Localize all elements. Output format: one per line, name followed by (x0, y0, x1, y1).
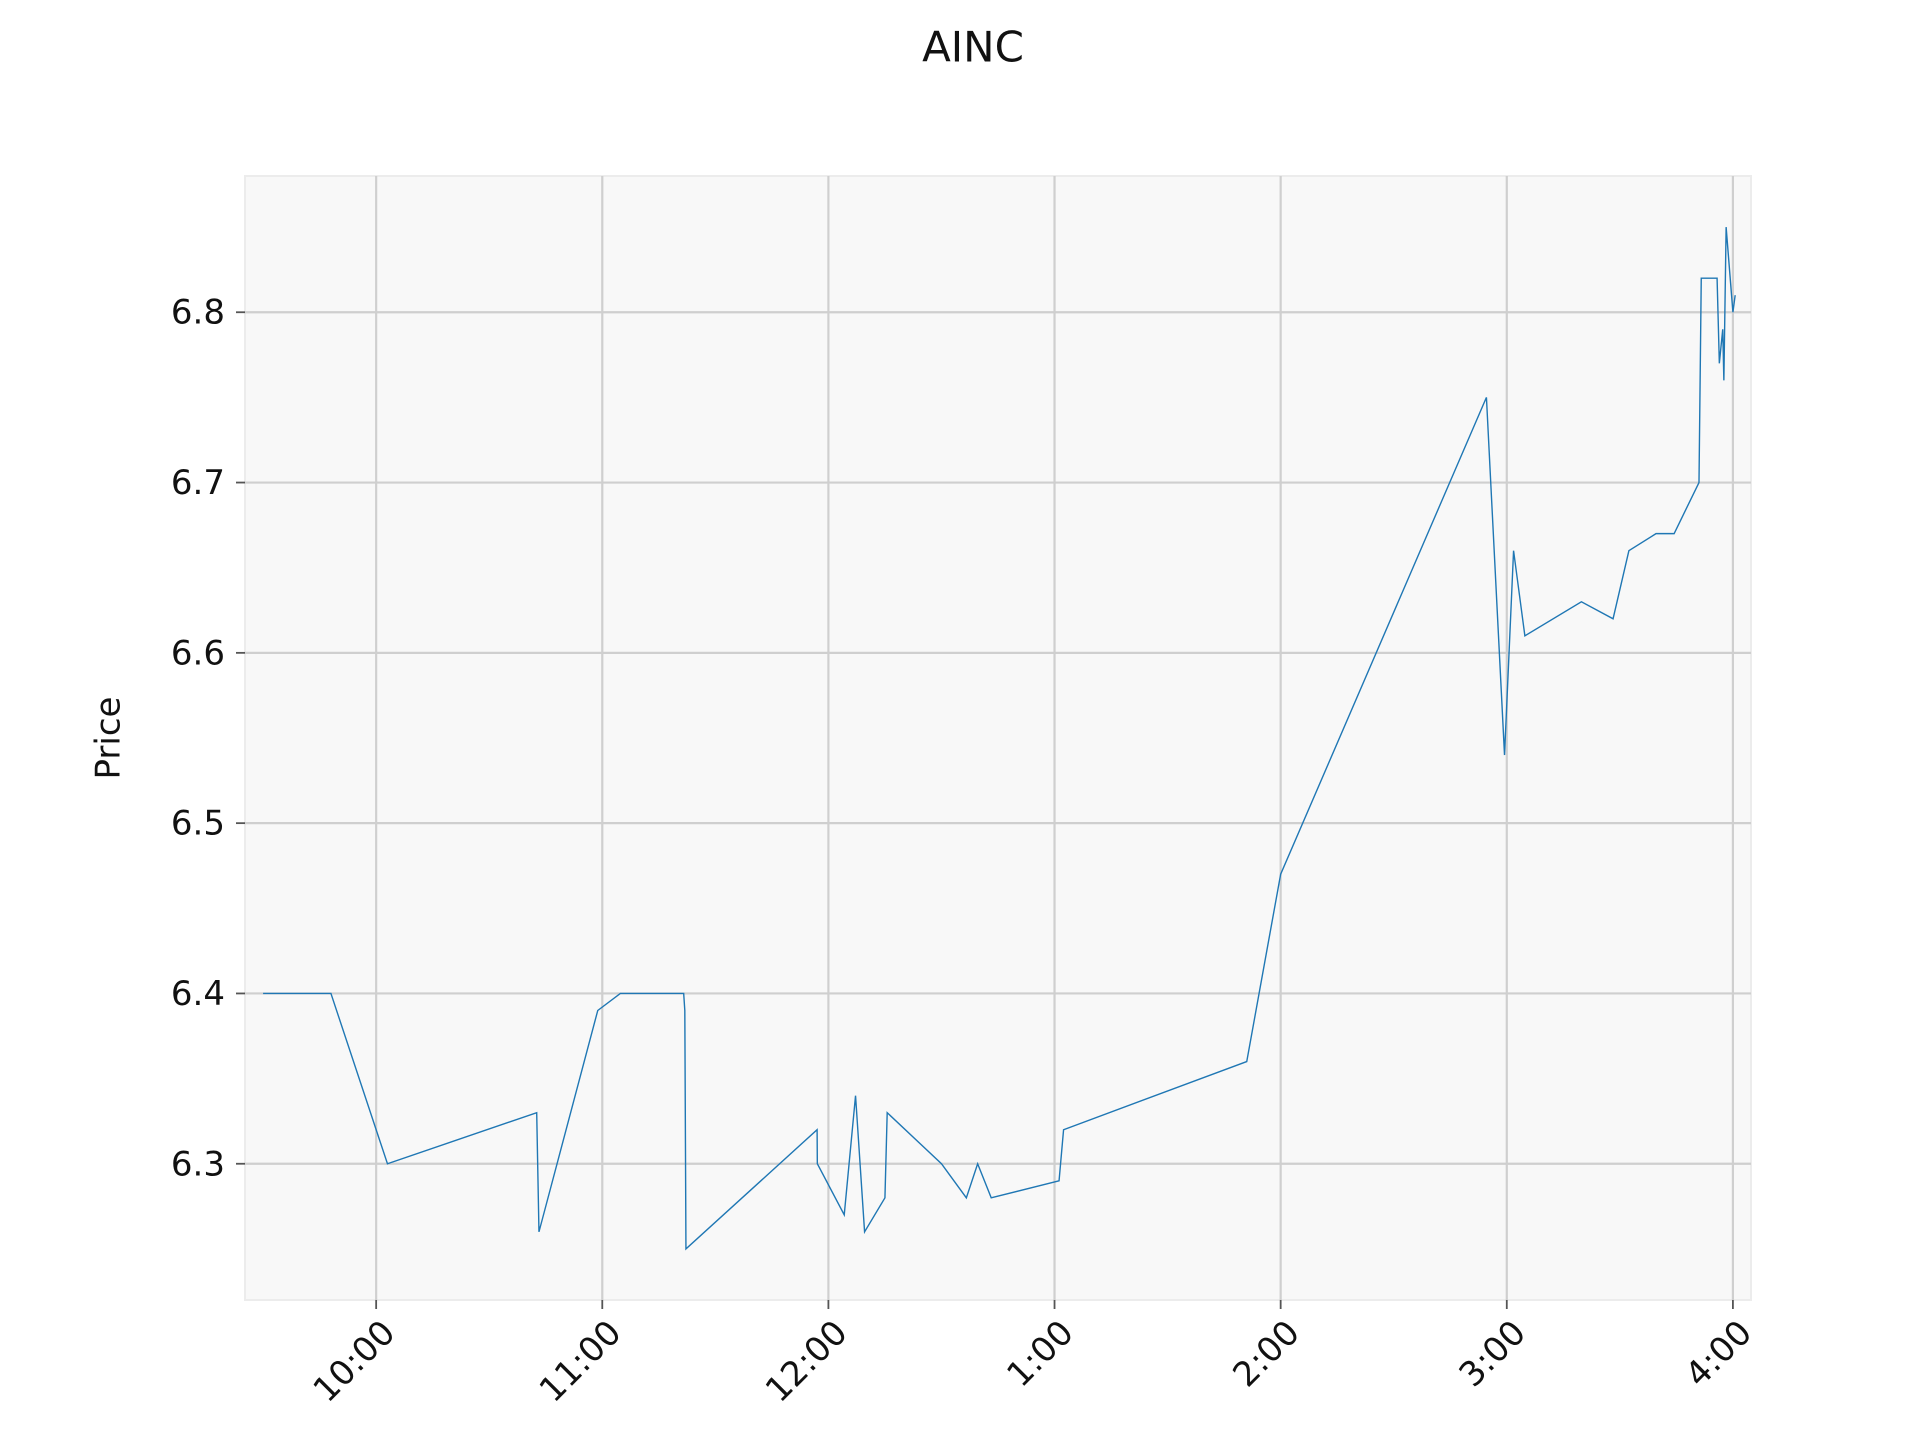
y-tick-label: 6.7 (171, 463, 225, 503)
chart-title: AINC (922, 23, 1024, 72)
x-tick-label: 11:00 (532, 1313, 630, 1411)
price-line (263, 227, 1736, 1251)
x-tick-label: 1:00 (999, 1313, 1081, 1395)
x-tick-label: 3:00 (1452, 1313, 1534, 1395)
x-tick-label: 2:00 (1225, 1313, 1307, 1395)
y-tick-label: 6.6 (171, 633, 225, 673)
y-tick-label: 6.4 (171, 974, 225, 1014)
plot-area (244, 175, 1752, 1301)
x-tick-label: 12:00 (758, 1313, 856, 1411)
y-tick-label: 6.5 (171, 804, 225, 844)
y-tick-label: 6.3 (171, 1144, 225, 1184)
y-tick-label: 6.8 (171, 293, 225, 333)
x-tick-label: 10:00 (306, 1313, 404, 1411)
x-tick-label: 4:00 (1678, 1313, 1760, 1395)
y-axis-label: Price (89, 697, 129, 780)
